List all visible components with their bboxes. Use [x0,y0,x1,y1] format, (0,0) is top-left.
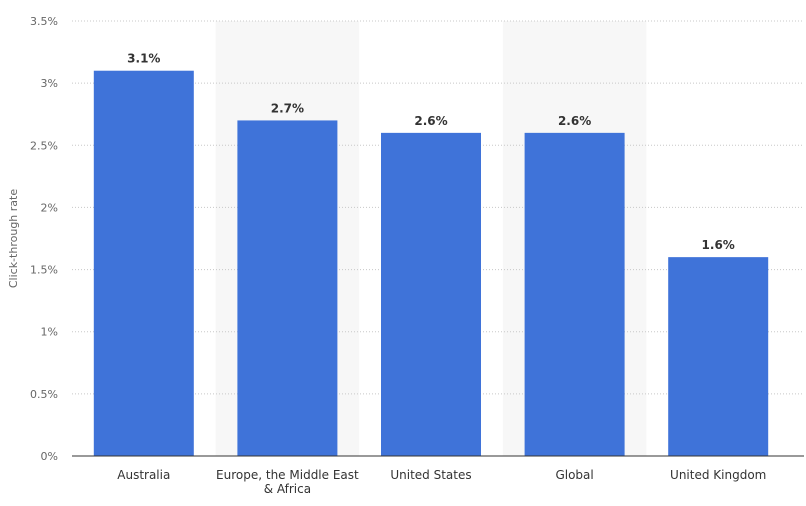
data-label: 3.1% [127,52,160,66]
data-label: 2.6% [414,114,447,128]
x-tick-label: Global [555,468,593,482]
y-tick-label: 0.5% [30,388,58,401]
y-tick-label: 0% [41,450,58,463]
data-label: 2.7% [271,101,304,115]
bar[interactable] [524,132,625,456]
data-label: 2.6% [558,114,591,128]
x-tick-label: United Kingdom [670,468,766,482]
data-label: 1.6% [702,238,735,252]
bar[interactable] [381,132,481,456]
bar[interactable] [237,120,338,456]
y-axis-title: Click-through rate [7,189,20,288]
x-tick-label: Australia [117,468,170,482]
bar[interactable] [93,70,194,456]
x-tick-label: Europe, the Middle East & Africa [216,468,359,496]
y-tick-label: 3% [41,77,58,90]
y-tick-label: 2% [41,201,58,214]
y-tick-label: 2.5% [30,139,58,152]
x-tick-label: United States [390,468,471,482]
y-tick-label: 1.5% [30,264,58,277]
y-tick-label: 1% [41,326,58,339]
bar[interactable] [668,257,769,456]
y-tick-label: 3.5% [30,15,58,28]
